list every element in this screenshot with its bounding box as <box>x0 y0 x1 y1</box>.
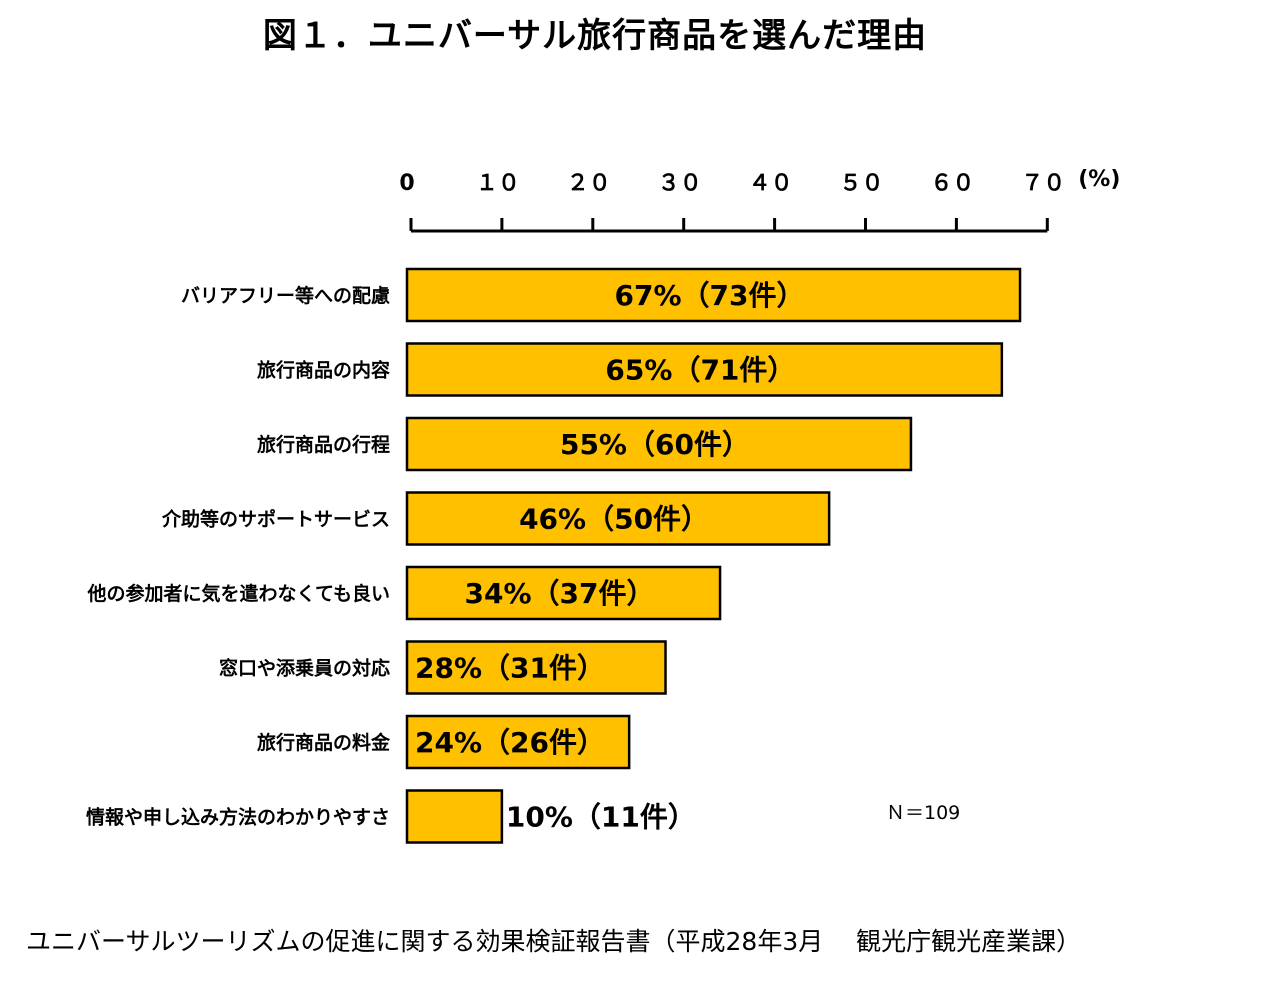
category-label: 旅行商品の料金 <box>257 731 391 754</box>
bar-data-label: 34%（37件） <box>465 577 655 610</box>
x-tick-label: １０ <box>476 171 520 196</box>
category-label: 窓口や添乗員の対応 <box>219 657 390 680</box>
x-tick-label: ５０ <box>839 171 883 196</box>
sample-size-note: Ｎ＝109 <box>886 802 961 824</box>
x-axis: 0 １０ ２０ ３０ ４０ ５０ ６０ ７０ (%) <box>399 167 1120 233</box>
bar-data-label: 10%（11件） <box>506 801 696 834</box>
x-tick-label: ７０ <box>1021 171 1065 196</box>
bar <box>405 565 722 621</box>
x-tick-label: ４０ <box>749 171 793 196</box>
x-tick-label: ６０ <box>930 171 974 196</box>
category-label: バリアフリー等への配慮 <box>181 284 390 307</box>
bar <box>405 789 504 844</box>
bar-data-label: 65%（71件） <box>605 354 795 387</box>
bar <box>405 714 631 770</box>
source-caption: ユニバーサルツーリズムの促進に関する効果検証報告書（平成28年3月 観光庁観光産… <box>26 927 1082 956</box>
bars: 67%（73件） 65%（71件） 55%（60件） 46%（50件） 34%（37件）… <box>405 267 1022 844</box>
bar-data-label: 28%（31件） <box>415 652 605 685</box>
category-label: 旅行商品の内容 <box>257 359 390 382</box>
bar-data-label: 46%（50件） <box>519 503 709 536</box>
category-label: 旅行商品の行程 <box>257 433 390 456</box>
category-label: 介助等のサポートサービス <box>161 508 390 531</box>
x-tick-label: 0 <box>399 171 414 196</box>
bar <box>405 491 831 546</box>
x-axis-unit-label: (%) <box>1078 167 1120 192</box>
bar <box>405 416 913 472</box>
x-tick-label: ２０ <box>567 171 611 196</box>
bar <box>405 640 667 695</box>
bar <box>405 342 1004 397</box>
bar <box>405 267 1022 323</box>
x-tick-label: ３０ <box>658 171 702 196</box>
bar-data-label: 24%（26件） <box>415 726 605 759</box>
category-label: 情報や申し込み方法のわかりやすさ <box>86 806 390 829</box>
category-label: 他の参加者に気を遣わなくても良い <box>87 582 390 605</box>
bar-data-label: 67%（73件） <box>615 279 805 312</box>
bar-data-label: 55%（60件） <box>560 428 750 461</box>
chart-title: 図１．ユニバーサル旅行商品を選んだ理由 <box>262 16 928 56</box>
category-labels: バリアフリー等への配慮旅行商品の内容旅行商品の行程介助等のサポートサービス他の参… <box>86 284 391 829</box>
